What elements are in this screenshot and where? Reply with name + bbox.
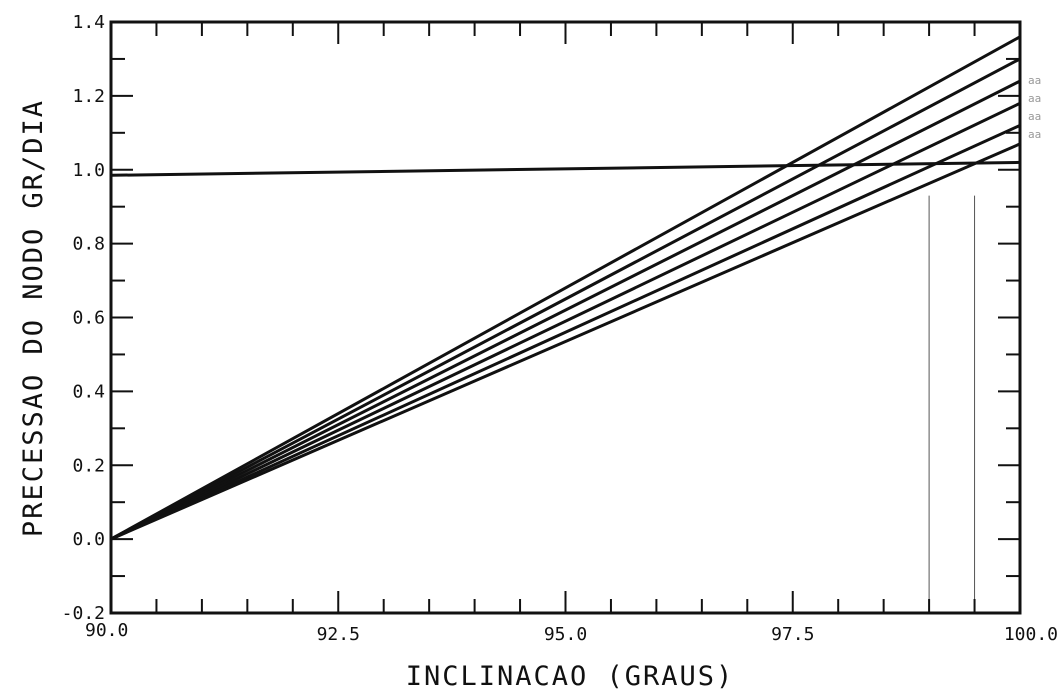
y-tick-label: 1.2 xyxy=(72,86,105,107)
series-line-2 xyxy=(110,79,1021,541)
series-line-5 xyxy=(110,142,1021,541)
series-line-1 xyxy=(110,57,1021,541)
side-notes: aa aa aa aa xyxy=(1028,74,1041,141)
guide-lines xyxy=(928,195,976,613)
y-tick-label: 0.8 xyxy=(72,234,105,255)
reference-line xyxy=(110,160,1021,177)
x-tick-label: 97.5 xyxy=(771,624,814,645)
series-line-3 xyxy=(110,101,1021,541)
side-note: aa xyxy=(1028,92,1041,105)
y-tick-label: 1.0 xyxy=(72,160,105,181)
x-tick-label: 100.0 xyxy=(1004,624,1058,645)
side-note: aa xyxy=(1028,110,1041,123)
series-line-0 xyxy=(110,35,1021,541)
y-tick-label: 0.6 xyxy=(72,308,105,329)
side-note: aa xyxy=(1028,128,1041,141)
x-tick-label: 95.0 xyxy=(544,624,587,645)
y-axis-title: PRECESSAO DO NODO GR/DIA xyxy=(18,99,49,537)
y-tick-labels: -0.2 0.0 0.2 0.4 0.6 0.8 1.0 1.2 1.4 xyxy=(62,12,105,624)
y-tick-label: 0.0 xyxy=(72,529,105,550)
y-tick-label: 1.4 xyxy=(72,12,105,33)
y-tick-label: 0.4 xyxy=(72,381,105,402)
x-tick-label: 90.0 xyxy=(85,620,128,641)
side-note: aa xyxy=(1028,74,1041,87)
series-line-4 xyxy=(110,124,1021,541)
x-tick-labels: 90.0 92.5 95.0 97.5 100.0 xyxy=(85,620,1058,645)
x-axis-title: INCLINACAO (GRAUS) xyxy=(406,661,735,691)
y-tick-label: -0.2 xyxy=(62,603,105,624)
ticks-group xyxy=(110,21,1021,614)
series-group xyxy=(110,35,1021,541)
y-tick-label: 0.2 xyxy=(72,455,105,476)
x-tick-label: 92.5 xyxy=(317,624,360,645)
